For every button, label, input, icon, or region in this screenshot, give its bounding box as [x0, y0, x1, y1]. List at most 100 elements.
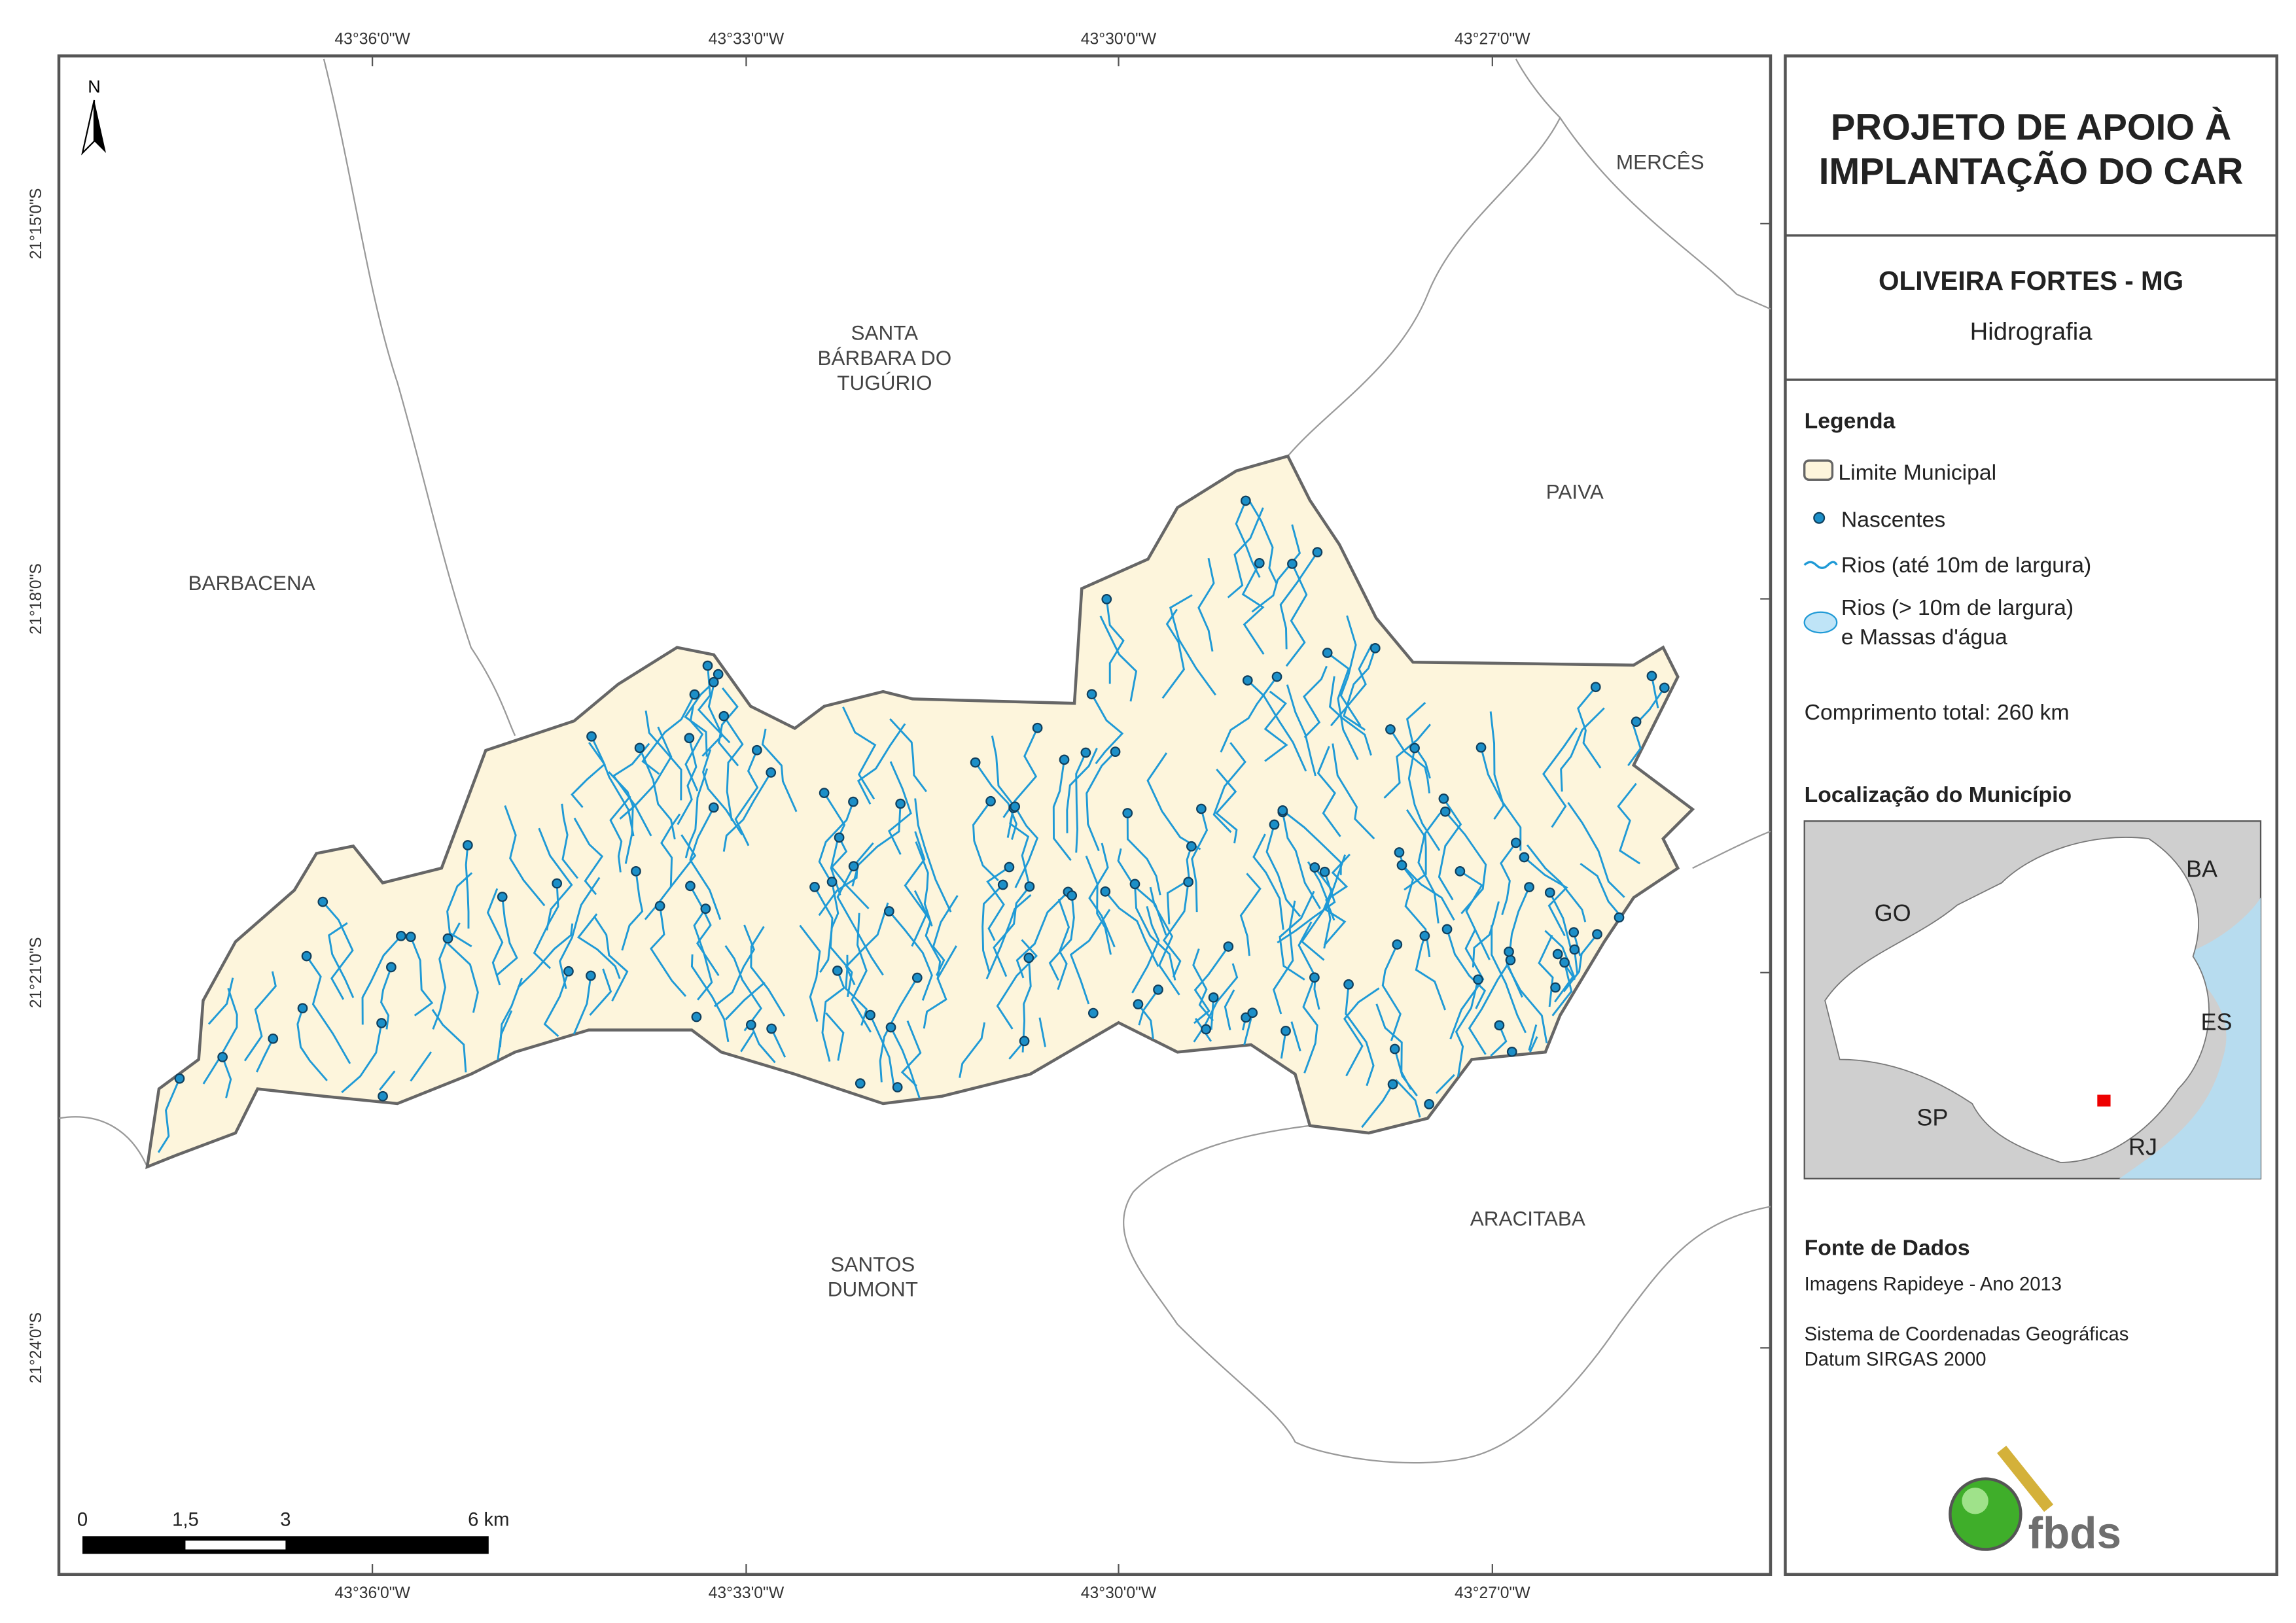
spring: [766, 767, 777, 778]
legend-item: Limite Municipal: [1838, 460, 1996, 485]
spring: [1424, 1099, 1434, 1109]
river: [1343, 987, 1380, 1077]
river: [1316, 746, 1341, 837]
river: [1099, 616, 1138, 702]
river: [650, 905, 687, 997]
river: [1210, 997, 1215, 1030]
river: [1328, 676, 1372, 756]
river: [1252, 833, 1284, 930]
river: [1343, 648, 1377, 731]
legend-swatch: [1803, 459, 1834, 481]
river: [723, 715, 744, 821]
state-label: ES: [2201, 1009, 2233, 1036]
river: [972, 800, 999, 882]
spring: [1010, 801, 1021, 812]
total-length: Comprimento total: 260 km: [1805, 700, 2070, 725]
river: [255, 1038, 274, 1073]
river: [1066, 748, 1098, 833]
rivers: [157, 498, 1665, 1153]
municipality-boundary: [145, 454, 1695, 1170]
river: [1192, 948, 1214, 1022]
river: [713, 924, 755, 1007]
river: [1169, 594, 1216, 696]
spring: [1024, 881, 1035, 892]
spring: [405, 932, 416, 943]
river: [1246, 680, 1307, 772]
river: [379, 1070, 396, 1091]
river: [770, 1028, 786, 1058]
spring: [1004, 862, 1015, 873]
river: [1395, 1079, 1421, 1118]
river: [1500, 842, 1517, 915]
spring: [386, 962, 397, 973]
spring: [1441, 924, 1453, 935]
river: [1016, 891, 1069, 979]
river: [913, 890, 942, 980]
river: [1577, 686, 1602, 769]
river: [341, 1022, 383, 1093]
spring: [1568, 927, 1580, 938]
river: [1323, 854, 1347, 947]
river: [221, 1056, 232, 1098]
spring: [700, 903, 711, 915]
river: [1538, 934, 1554, 1007]
river: [1526, 844, 1587, 922]
spring: [1208, 992, 1219, 1003]
river: [750, 1024, 776, 1064]
graticule-label: 21°15'0"S: [27, 188, 45, 260]
spring: [819, 788, 830, 799]
river: [573, 817, 604, 896]
logo: fbds: [1949, 1445, 2121, 1558]
spring: [1590, 682, 1601, 693]
river: [1281, 812, 1321, 909]
place-label: ARACITABA: [1470, 1207, 1585, 1230]
river: [576, 913, 621, 979]
spring: [317, 896, 328, 907]
river: [589, 968, 612, 1016]
spring: [552, 878, 563, 889]
river: [825, 1012, 845, 1061]
river: [684, 705, 704, 792]
spring: [718, 710, 730, 722]
spring: [1519, 852, 1530, 863]
spring: [1552, 949, 1563, 960]
river: [1088, 843, 1116, 948]
spring: [654, 901, 665, 911]
spring: [586, 731, 597, 742]
river: [1381, 944, 1402, 1041]
spring: [1455, 865, 1466, 877]
river: [991, 735, 1016, 838]
river: [496, 896, 518, 976]
spring: [497, 892, 508, 902]
state-label: GO: [1875, 899, 1911, 926]
spring: [985, 795, 996, 807]
river: [559, 877, 601, 989]
river: [306, 955, 351, 1064]
river: [1491, 925, 1527, 1034]
river: [1247, 498, 1278, 584]
river: [1528, 1024, 1538, 1051]
spring: [1153, 985, 1163, 995]
river: [446, 872, 473, 948]
river: [1651, 676, 1659, 708]
river: [621, 871, 644, 951]
river: [1303, 665, 1328, 739]
river: [1069, 909, 1111, 1005]
spring: [1129, 879, 1140, 890]
spring: [832, 966, 843, 976]
spring: [689, 689, 700, 700]
river: [1627, 687, 1665, 767]
river: [684, 768, 709, 858]
spring: [1473, 974, 1483, 985]
river: [1241, 563, 1265, 655]
river: [410, 936, 434, 1017]
river: [1435, 1073, 1455, 1094]
spring: [1100, 886, 1111, 897]
graticule-label: 43°30'0"W: [1081, 1584, 1157, 1602]
spring: [174, 1073, 185, 1084]
river: [517, 923, 574, 988]
graticule-label: 43°36'0"W: [334, 30, 410, 48]
spring: [865, 1009, 875, 1021]
spring: [378, 1091, 388, 1102]
place-label: DUMONT: [828, 1278, 918, 1301]
